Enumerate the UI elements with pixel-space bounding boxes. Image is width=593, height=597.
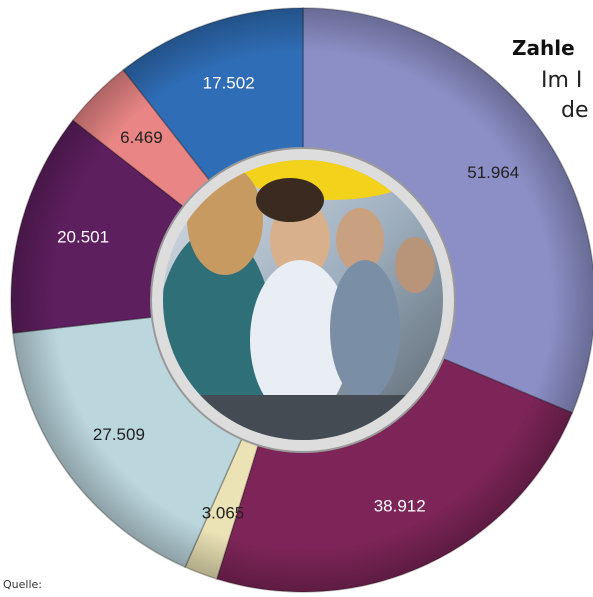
value-label: 51.964 [467, 163, 519, 182]
text-line: Im I [541, 68, 582, 93]
heading: Zahle [512, 36, 575, 60]
page: 51.964 38.912 3.065 27.509 20.501 6.469 17.502… [0, 0, 593, 597]
value-label: 6.469 [120, 128, 163, 147]
value-label: 27.509 [93, 425, 145, 444]
source: Quelle: [3, 578, 42, 591]
value-label: 3.065 [202, 504, 245, 523]
text-line: de [561, 98, 589, 123]
value-label: 20.501 [57, 227, 109, 246]
chart: 51.964 38.912 3.065 27.509 20.501 6.469 17.502 [0, 0, 593, 597]
value-label: 17.502 [203, 73, 255, 92]
value-label: 38.912 [374, 497, 426, 516]
